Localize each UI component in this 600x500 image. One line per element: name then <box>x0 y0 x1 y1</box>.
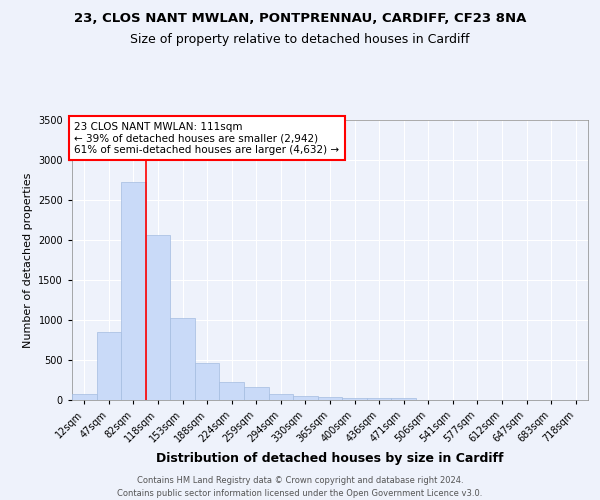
Text: 23 CLOS NANT MWLAN: 111sqm
← 39% of detached houses are smaller (2,942)
61% of s: 23 CLOS NANT MWLAN: 111sqm ← 39% of deta… <box>74 122 340 155</box>
Y-axis label: Number of detached properties: Number of detached properties <box>23 172 32 348</box>
Text: Contains public sector information licensed under the Open Government Licence v3: Contains public sector information licen… <box>118 489 482 498</box>
Bar <box>97 332 121 400</box>
X-axis label: Distribution of detached houses by size in Cardiff: Distribution of detached houses by size … <box>156 452 504 466</box>
Bar <box>220 382 244 400</box>
Text: Size of property relative to detached houses in Cardiff: Size of property relative to detached ho… <box>130 32 470 46</box>
Text: 23, CLOS NANT MWLAN, PONTPRENNAU, CARDIFF, CF23 8NA: 23, CLOS NANT MWLAN, PONTPRENNAU, CARDIF… <box>74 12 526 26</box>
Bar <box>121 182 146 400</box>
Bar <box>367 398 391 400</box>
Bar <box>170 318 195 400</box>
Bar <box>318 397 342 400</box>
Bar <box>293 396 318 400</box>
Bar <box>244 387 269 400</box>
Bar <box>342 398 367 400</box>
Bar <box>269 394 293 400</box>
Text: Contains HM Land Registry data © Crown copyright and database right 2024.: Contains HM Land Registry data © Crown c… <box>137 476 463 485</box>
Bar <box>195 363 220 400</box>
Bar <box>391 398 416 400</box>
Bar <box>72 394 97 400</box>
Bar <box>146 235 170 400</box>
